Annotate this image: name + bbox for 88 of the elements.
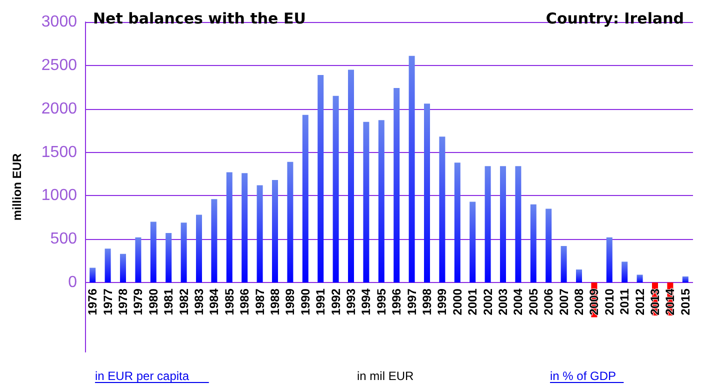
bar [454, 162, 460, 283]
bar [120, 254, 126, 283]
bar [682, 276, 688, 283]
x-tick-label: 1999 [435, 288, 450, 316]
bar [546, 208, 552, 283]
bar [166, 233, 172, 283]
x-tick-label: 1985 [222, 288, 236, 316]
bar [378, 120, 384, 283]
x-tick-label: 1986 [238, 288, 252, 316]
x-tick-label: 2008 [572, 288, 586, 316]
x-tick-label: 2012 [632, 288, 647, 316]
x-tick-label: 1998 [420, 288, 434, 316]
x-tick-label: 1976 [86, 288, 100, 316]
y-tick-label: 0 [68, 274, 78, 292]
bar [484, 166, 491, 283]
x-tick-label: 1995 [374, 288, 388, 316]
x-tick-label: 1996 [390, 288, 404, 316]
x-tick-label: 2005 [526, 288, 540, 316]
x-tick-label: 2009 [587, 288, 602, 316]
x-tick-label: 1980 [146, 288, 160, 316]
x-tick-label: 1997 [404, 288, 419, 316]
x-tick-label: 2004 [511, 288, 526, 316]
bar [135, 237, 142, 283]
y-tick-label: 3000 [41, 14, 78, 30]
x-tick-label: 1979 [131, 288, 146, 316]
bar [424, 104, 430, 283]
x-tick-label: 1987 [252, 288, 267, 316]
bar [242, 173, 248, 283]
x-tick-label: 1991 [314, 288, 328, 316]
x-tick-label: 2011 [618, 288, 632, 315]
x-tick-label: 1983 [192, 288, 206, 316]
x-tick-label: 2013 [648, 288, 662, 316]
y-tick-label: 1500 [41, 144, 78, 161]
x-tick-label: 2000 [450, 288, 464, 316]
bar [606, 237, 612, 283]
x-tick-label: 2001 [466, 288, 480, 316]
x-tick-label: 2014 [663, 288, 678, 316]
x-tick-label: 1993 [344, 288, 358, 316]
bar [636, 274, 643, 283]
bar [439, 136, 446, 283]
y-tick-label: 1000 [41, 187, 78, 204]
x-tick-label: 1989 [283, 288, 298, 316]
x-tick-label: 2007 [556, 288, 571, 316]
bar [272, 180, 278, 283]
x-tick-label: 1994 [359, 288, 374, 316]
bar [560, 246, 567, 283]
y-tick-label: 2500 [41, 56, 78, 74]
bar [576, 270, 582, 283]
bar [90, 268, 96, 283]
bar [302, 114, 308, 283]
x-tick-label: 2003 [496, 288, 510, 316]
x-tick-label: 1982 [176, 288, 191, 316]
bar [196, 214, 202, 283]
bar [470, 202, 476, 283]
bar [363, 122, 370, 283]
bar [530, 204, 536, 283]
bar [226, 172, 232, 283]
bar [287, 162, 294, 283]
x-tick-label: 2002 [480, 288, 495, 316]
x-tick-label: 1984 [207, 288, 222, 316]
bar [408, 56, 415, 283]
bar [348, 70, 354, 283]
bar [500, 166, 506, 283]
x-tick-label: 1988 [268, 288, 282, 316]
x-tick-label: 2010 [602, 288, 616, 316]
x-tick-label: 1992 [328, 288, 343, 316]
x-tick-label: 2015 [678, 288, 692, 316]
x-tick-label: 1990 [298, 288, 312, 316]
bar [394, 88, 400, 283]
x-tick-label: 1977 [100, 288, 115, 316]
text: in EUR per capita [95, 369, 190, 383]
bar [318, 74, 324, 283]
y-tick-label: 500 [50, 230, 78, 248]
x-tick-label: 2006 [542, 288, 556, 316]
text: in % of GDP [550, 369, 616, 383]
x-tick-label: 1981 [162, 288, 176, 316]
bar [104, 248, 111, 283]
y-axis-title: million EUR [10, 153, 24, 221]
y-tick-label: 2000 [41, 100, 78, 118]
bar [256, 185, 263, 283]
bar [180, 222, 187, 283]
x-tick-label: 1978 [116, 288, 130, 316]
bar [622, 262, 628, 283]
bar [332, 96, 339, 283]
bar [150, 222, 156, 283]
bar [211, 199, 218, 283]
text: in mil EUR [357, 369, 414, 383]
bar [515, 166, 522, 283]
